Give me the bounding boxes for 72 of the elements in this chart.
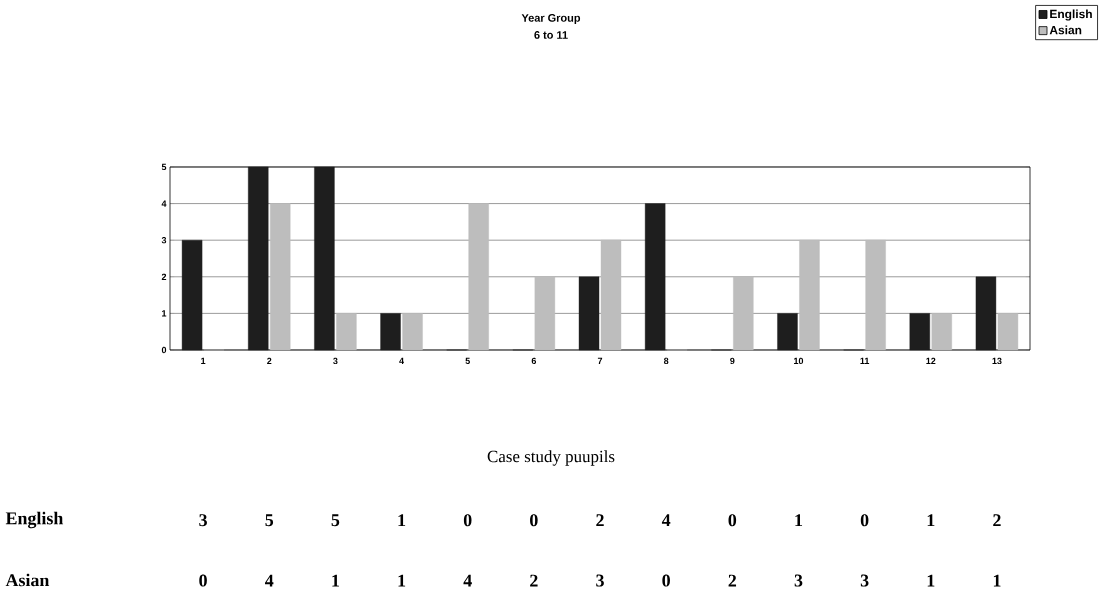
- x-tick-label: 13: [992, 357, 1002, 365]
- x-tick-label: 10: [794, 357, 804, 365]
- bar: [975, 276, 997, 351]
- data-label: 1: [927, 574, 935, 587]
- data-label: 0: [860, 514, 869, 527]
- y-tick-label: 1: [162, 310, 167, 317]
- x-tick-label: 3: [333, 357, 338, 365]
- data-label: 1: [993, 574, 1001, 587]
- bar: [997, 313, 1019, 351]
- bar: [578, 276, 600, 351]
- data-label: 3: [860, 574, 869, 587]
- data-label: 3: [199, 514, 207, 527]
- x-tick-label: 12: [926, 357, 936, 365]
- text: Case study puupils: [487, 450, 615, 466]
- x-tick-label: 5: [465, 357, 470, 365]
- data-label: 1: [795, 514, 803, 527]
- data-label: 0: [199, 574, 207, 587]
- data-label: 2: [530, 574, 538, 587]
- bar: [468, 203, 489, 351]
- bar: [402, 313, 423, 351]
- x-tick-label: 4: [399, 357, 404, 364]
- bar: [534, 276, 556, 351]
- data-label: 2: [993, 514, 1001, 527]
- bar: [777, 313, 798, 351]
- bar: [314, 166, 335, 351]
- bar: [380, 313, 401, 351]
- data-label: 4: [265, 574, 274, 587]
- y-tick-label: 2: [161, 273, 167, 280]
- data-label: 1: [332, 574, 339, 587]
- data-label: 0: [463, 514, 472, 527]
- data-label: 3: [596, 574, 604, 587]
- x-tick-label: 2: [267, 357, 272, 365]
- y-tick-label: 0: [161, 346, 167, 354]
- legend-label: Asian: [1049, 25, 1082, 35]
- bar: [270, 203, 291, 351]
- bar: [799, 239, 820, 351]
- bar: [733, 276, 754, 351]
- data-label: 1: [927, 514, 935, 527]
- text: Asian: [5, 573, 50, 587]
- data-label: 1: [398, 574, 406, 587]
- chart-subtitle: 6 to 11: [534, 31, 568, 39]
- y-tick-label: 3: [161, 237, 167, 244]
- bar: [931, 313, 952, 351]
- data-label: 4: [661, 514, 671, 527]
- data-label: 1: [398, 514, 406, 527]
- data-label: 2: [596, 514, 604, 527]
- y-tick-label: 4: [161, 200, 167, 207]
- x-tick-label: 11: [860, 357, 870, 364]
- data-label: 0: [662, 574, 670, 587]
- chart-title: Year Group: [521, 14, 581, 24]
- x-tick-label: 8: [663, 357, 669, 365]
- data-label: 5: [265, 514, 274, 527]
- x-tick-label: 6: [531, 357, 537, 365]
- bar: [181, 239, 203, 351]
- x-tick-label: 9: [730, 357, 735, 365]
- bar: [248, 166, 269, 351]
- bar: [600, 239, 622, 351]
- bar: [644, 203, 666, 351]
- data-label: 0: [530, 514, 538, 527]
- data-label: 4: [463, 574, 472, 587]
- x-tick-label: 7: [597, 357, 603, 364]
- data-label: 3: [794, 574, 803, 587]
- legend-label: English: [1050, 9, 1092, 21]
- x-tick-label: 1: [201, 357, 206, 364]
- data-label: 5: [331, 514, 340, 527]
- bar: [865, 239, 886, 351]
- bar: [909, 313, 930, 351]
- bar: [336, 313, 357, 351]
- data-label: 0: [728, 514, 737, 527]
- y-tick-label: 5: [161, 163, 167, 171]
- text: English: [5, 511, 64, 529]
- data-label: 2: [728, 574, 737, 587]
